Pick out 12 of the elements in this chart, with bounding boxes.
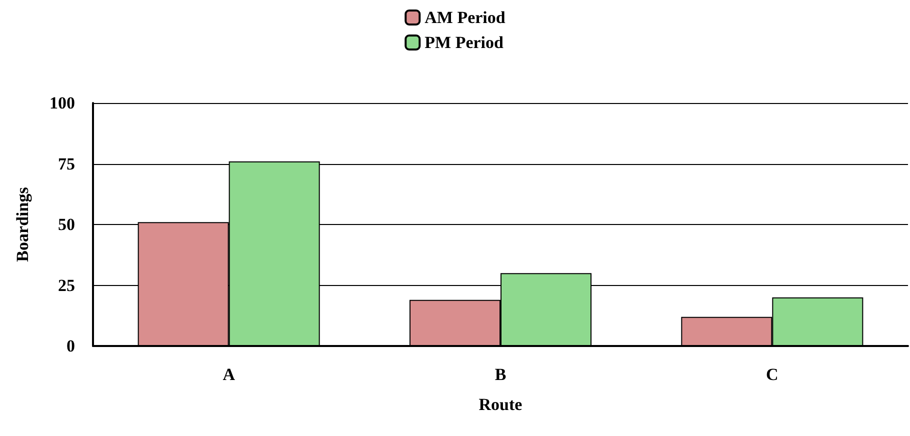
y-tick-label: 25 [58,276,75,295]
y-tick-label: 0 [66,336,75,356]
x-tick-label: A [222,365,236,384]
x-tick-label: B [494,365,506,384]
y-tick-label: 75 [58,154,75,174]
y-tick-label: 50 [58,215,75,234]
y-tick-label: 100 [50,94,75,112]
legend-label: AM Period [424,8,506,27]
y-axis-title: Boardings [13,186,32,262]
x-axis-title: Route [478,395,523,414]
legend-label: PM Period [424,33,504,52]
x-tick-label: C [766,365,778,384]
